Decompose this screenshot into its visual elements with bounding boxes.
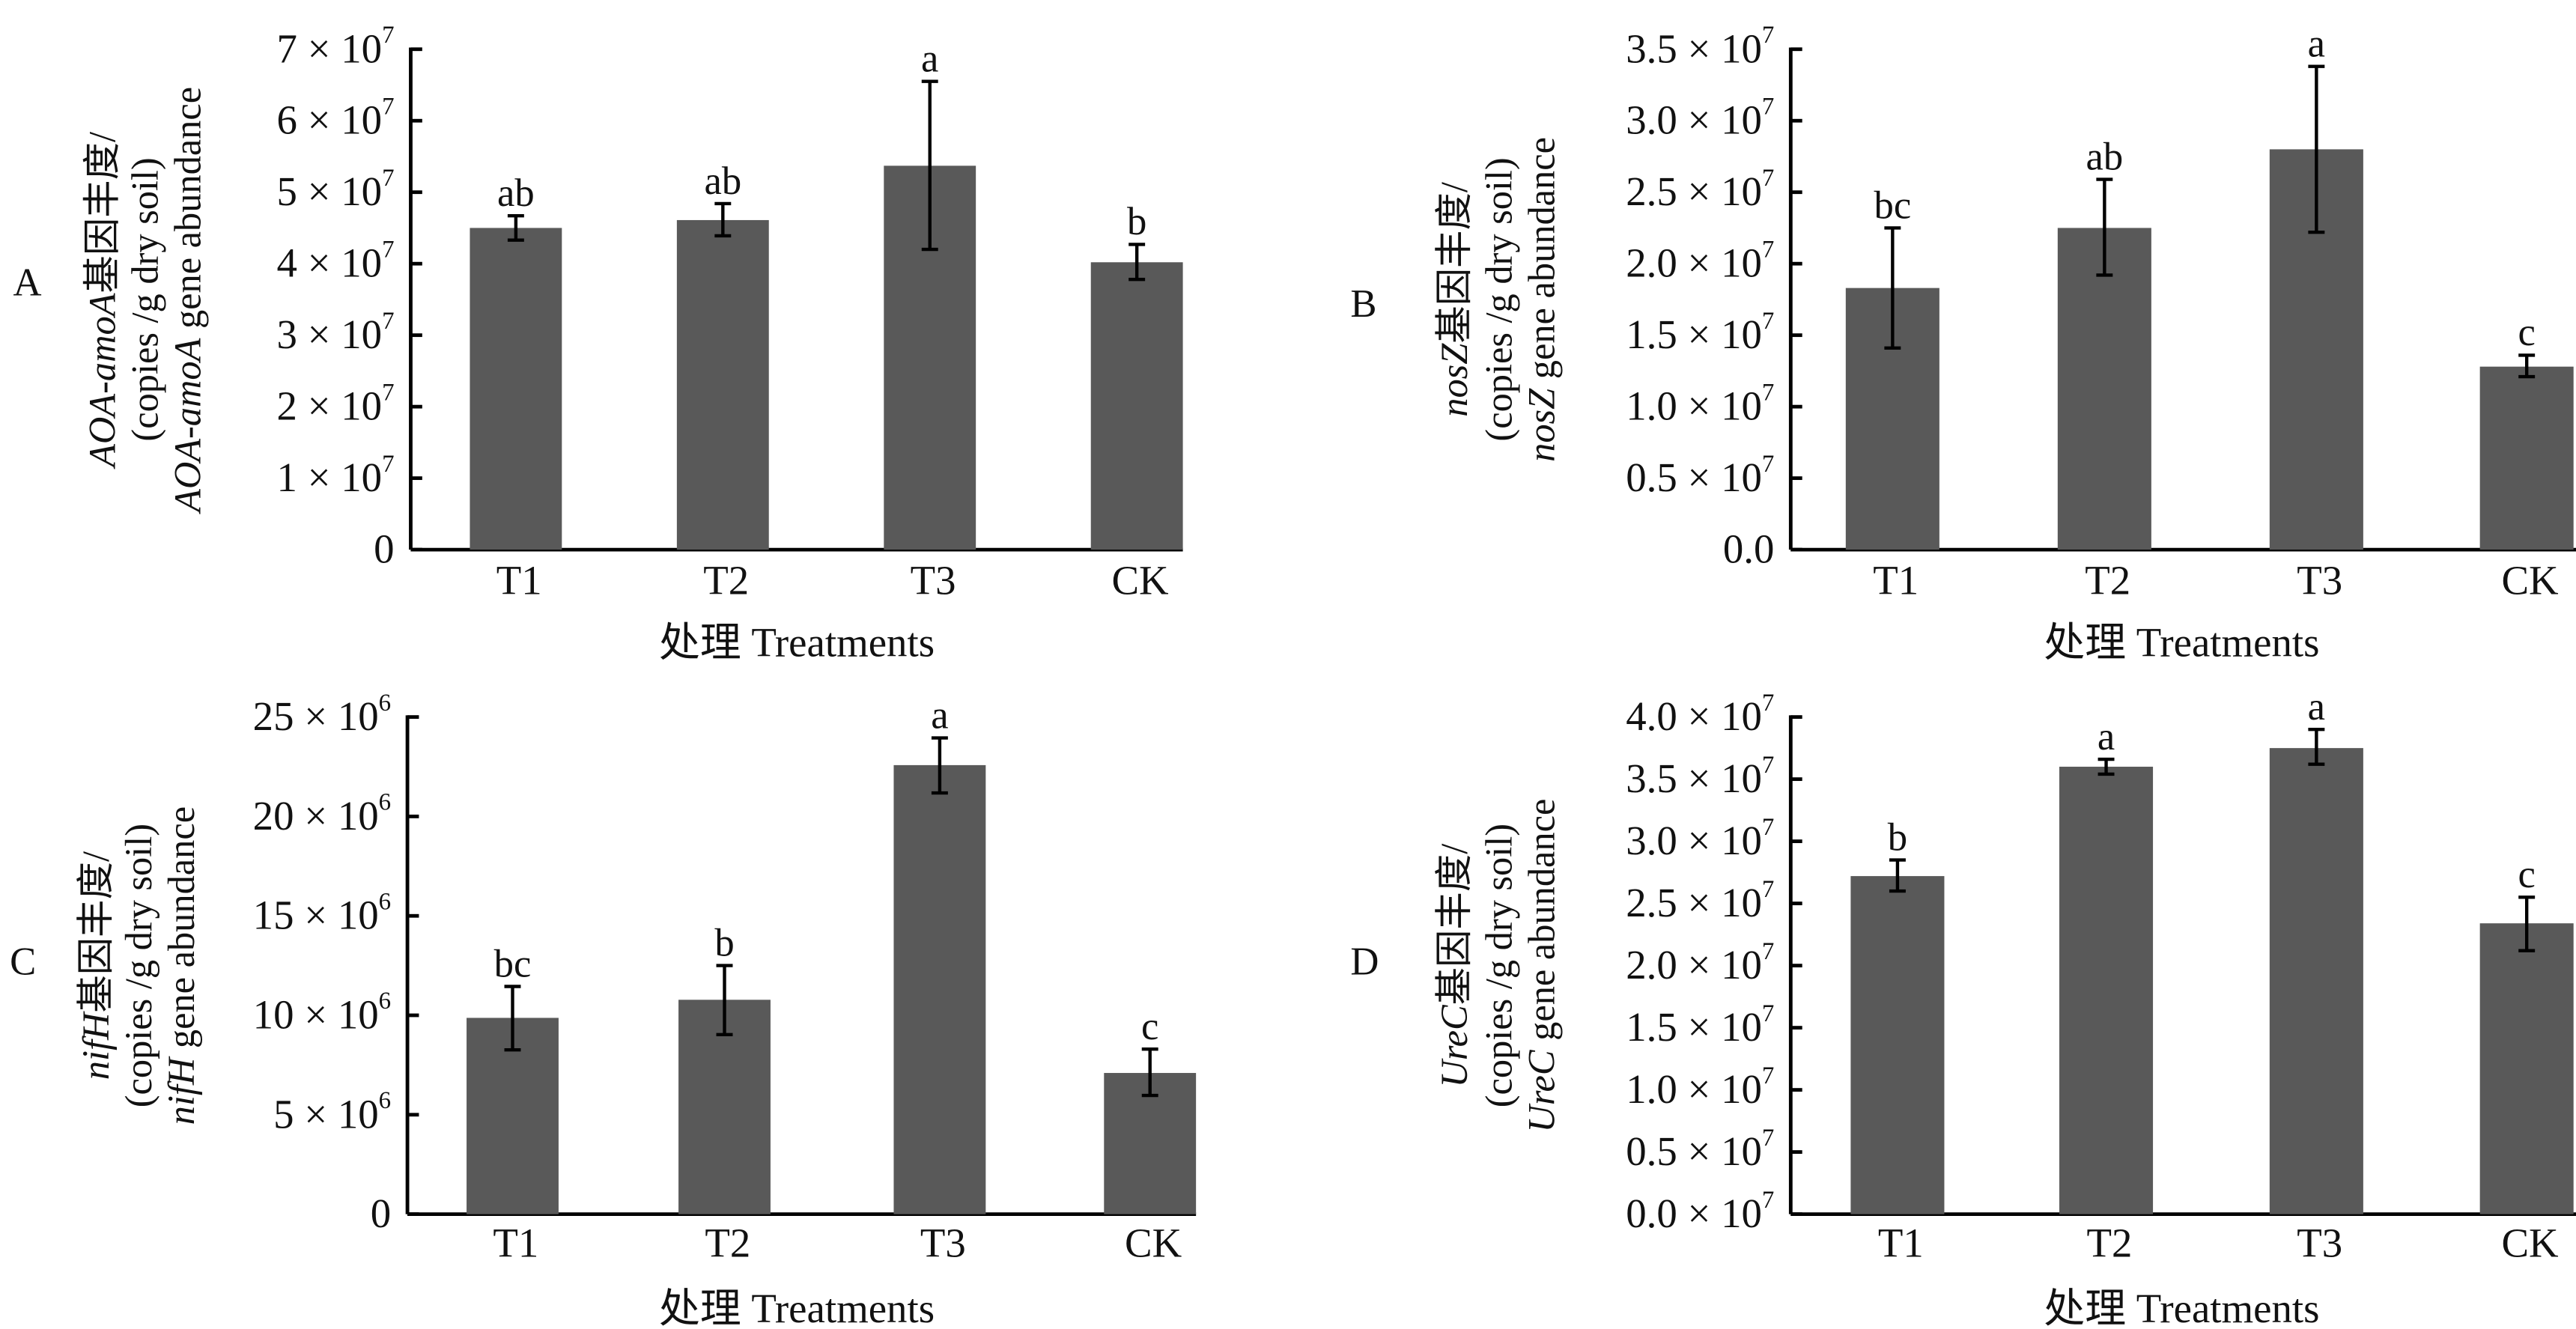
y-tick-label: 2 × 107 [277, 379, 395, 428]
x-tick-label: T3 [920, 1220, 966, 1266]
y-tick-label: 0.5 × 107 [1626, 1125, 1774, 1174]
y-tick-label: 0.0 × 107 [1626, 1187, 1774, 1236]
bar-ck [2479, 366, 2574, 550]
y-tick-label: 0.5 × 107 [1626, 451, 1774, 500]
y-tick-label: 2.5 × 107 [1626, 876, 1774, 925]
x-tick-label: T1 [1878, 1220, 1924, 1266]
bar-t3 [893, 764, 986, 1214]
y-tick-label: 0 [374, 526, 394, 572]
x-tick-label: T3 [2297, 557, 2342, 603]
y-tick-label: 5 × 106 [273, 1087, 391, 1137]
panel-a-aoa-amoa-chart: A AOA-amoA基因丰度/(copies /g dry soil) AOA-am… [13, 22, 1183, 666]
y-axis-title-line: AOA-amoA基因丰度/ [82, 131, 124, 469]
significance-letter: b [1888, 815, 1907, 859]
x-axis-title: 处理 Treatments [2044, 620, 2319, 666]
y-tick-label: 3.0 × 107 [1626, 93, 1774, 142]
y-tick-label: 15 × 106 [253, 888, 391, 937]
x-tick-label: T1 [496, 557, 542, 603]
y-tick-label: 25 × 106 [253, 690, 391, 739]
y-axis-title-line: UreC gene abundance [1520, 799, 1562, 1133]
x-tick-label: T2 [703, 557, 749, 603]
significance-letter: bc [494, 942, 532, 985]
x-axis-title: 处理 Treatments [659, 620, 935, 666]
significance-letter: ab [704, 159, 741, 203]
panel-letter: B [1350, 282, 1376, 326]
bar-t2 [2057, 228, 2151, 550]
x-tick-label: T3 [911, 557, 956, 603]
significance-letter: a [931, 693, 948, 737]
bar-t2 [2059, 767, 2154, 1214]
y-axis-title-line: (copies /g dry soil) [118, 824, 160, 1107]
significance-letter: b [1127, 200, 1146, 243]
y-tick-label: 1.5 × 107 [1626, 308, 1774, 357]
x-tick-label: T1 [493, 1220, 538, 1266]
y-axis-title-line: nosZ gene abundance [1520, 137, 1562, 462]
significance-letter: c [2518, 311, 2535, 354]
y-tick-label: 4 × 107 [277, 236, 395, 285]
y-tick-label: 1.0 × 107 [1626, 1062, 1774, 1112]
significance-letter: b [714, 921, 734, 964]
y-tick-label: 1.0 × 107 [1626, 379, 1774, 428]
x-tick-label: T3 [2297, 1220, 2342, 1266]
bar-ck [1090, 262, 1183, 550]
bar-t3 [2269, 748, 2363, 1214]
panel-letter: C [10, 940, 36, 984]
bar-t1 [470, 228, 562, 550]
y-tick-label: 10 × 106 [253, 988, 391, 1037]
significance-letter: a [2308, 22, 2325, 66]
y-tick-label: 6 × 107 [277, 93, 395, 142]
y-axis-title-line: (copies /g dry soil) [1477, 157, 1519, 441]
x-tick-label: CK [1111, 557, 1169, 603]
x-axis-title: 处理 Treatments [2044, 1286, 2319, 1329]
significance-letter: ab [497, 171, 535, 215]
significance-letter: a [2308, 685, 2325, 729]
significance-letter: a [2097, 715, 2115, 758]
y-tick-label: 1 × 107 [277, 451, 395, 500]
x-tick-label: CK [1125, 1220, 1182, 1266]
y-tick-label: 2.5 × 107 [1626, 165, 1774, 214]
y-axis-title-line: (copies /g dry soil) [124, 157, 166, 441]
y-tick-label: 7 × 107 [277, 22, 395, 71]
x-tick-label: T2 [2086, 1220, 2132, 1266]
y-axis-title-line: UreC基因丰度/ [1433, 843, 1475, 1088]
x-tick-label: T2 [705, 1220, 750, 1266]
y-axis-title-line: (copies /g dry soil) [1477, 824, 1519, 1107]
y-tick-label: 3.5 × 107 [1626, 752, 1774, 801]
y-tick-label: 20 × 106 [253, 789, 391, 839]
y-tick-label: 2.0 × 107 [1626, 236, 1774, 285]
bar-ck [2479, 923, 2574, 1214]
panel-letter: D [1350, 940, 1379, 984]
significance-letter: c [1141, 1005, 1158, 1048]
y-axis-title-line: nifH基因丰度/ [75, 851, 117, 1080]
bar-t1 [1850, 876, 1945, 1214]
y-tick-label: 3.5 × 107 [1626, 22, 1774, 71]
y-axis-title-line: AOA-amoA gene abundance [167, 87, 209, 514]
y-tick-label: 3 × 107 [277, 308, 395, 357]
y-tick-label: 0 [371, 1190, 391, 1236]
y-tick-label: 5 × 107 [277, 165, 395, 214]
panel-d-urec-chart: D UreC基因丰度/(copies /g dry soil) UreC gene … [1350, 685, 2576, 1329]
significance-letter: a [921, 37, 938, 81]
x-axis-title: 处理 Treatments [659, 1286, 935, 1329]
y-tick-label: 3.0 × 107 [1626, 814, 1774, 863]
significance-letter: c [2518, 853, 2535, 896]
panel-letter: A [13, 261, 42, 304]
y-axis-title-line: nosZ基因丰度/ [1433, 181, 1475, 417]
significance-letter: ab [2086, 135, 2124, 178]
significance-letter: bc [1874, 183, 1912, 227]
x-tick-label: CK [2501, 557, 2559, 603]
bar-t2 [676, 219, 769, 550]
y-tick-label: 0.0 [1723, 526, 1775, 572]
y-axis-title-line: nifH gene abundance [160, 806, 202, 1125]
x-tick-label: CK [2501, 1220, 2559, 1266]
y-tick-label: 1.5 × 107 [1626, 1000, 1774, 1050]
y-tick-label: 2.0 × 107 [1626, 938, 1774, 988]
y-tick-label: 4.0 × 107 [1626, 690, 1774, 739]
x-tick-label: T1 [1873, 557, 1919, 603]
x-tick-label: T2 [2085, 557, 2130, 603]
